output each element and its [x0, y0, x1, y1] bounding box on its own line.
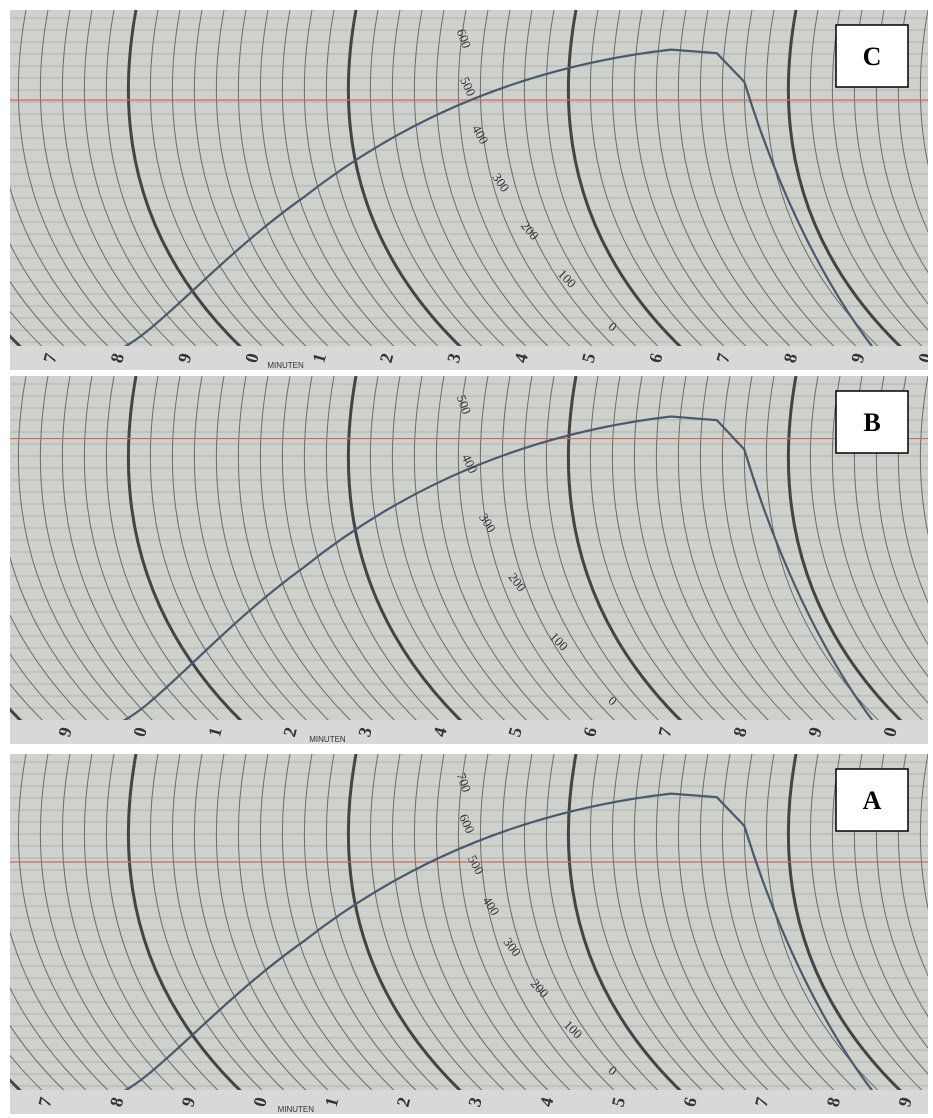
panel-label: C	[863, 42, 882, 71]
panel-body: 78901234567890MINUTEN6005004003002001000	[0, 10, 933, 370]
figure: 78901234567890MINUTEN6005004003002001000…	[0, 0, 933, 1118]
arc-line	[0, 10, 2, 370]
panel-label: A	[863, 786, 882, 815]
panel: 78901234567890MINUTEN6005004003002001000…	[0, 10, 933, 370]
panel-label: B	[863, 408, 880, 437]
panel-body: 901234567890MINUTEN5004003002001000	[0, 376, 933, 744]
axis-title: MINUTEN	[267, 361, 304, 370]
arc-line	[0, 376, 2, 744]
page: 78901234567890MINUTEN6005004003002001000…	[0, 0, 933, 1118]
arc-line	[0, 754, 2, 1114]
axis-title: MINUTEN	[278, 1105, 315, 1114]
axis-title: MINUTEN	[309, 735, 346, 744]
